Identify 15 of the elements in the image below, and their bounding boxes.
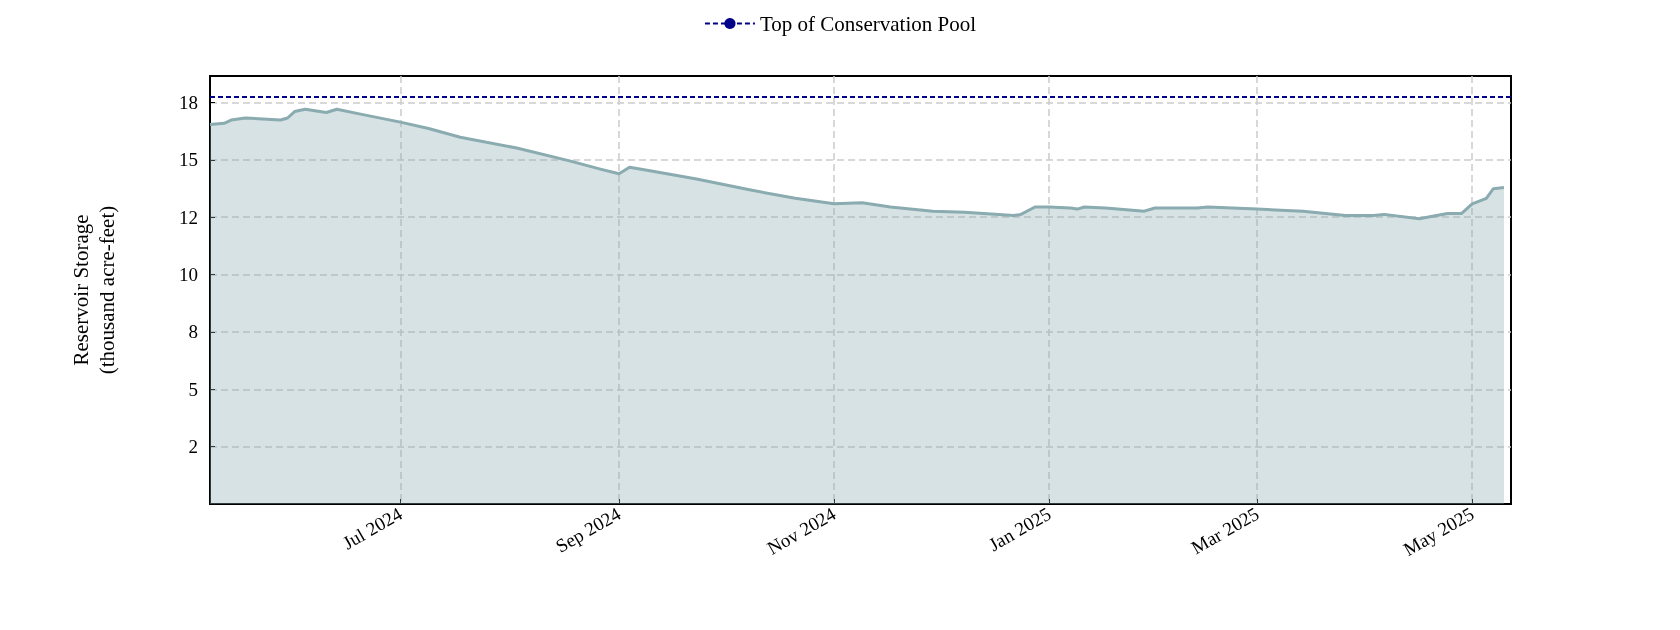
y-tick-label: 8 [188, 321, 198, 343]
legend-label: Top of Conservation Pool [759, 11, 977, 36]
x-tick-label: Jul 2024 [338, 502, 407, 554]
y-tick-label: 5 [188, 378, 198, 400]
y-tick-label: 2 [188, 436, 198, 458]
x-tick-label: Sep 2024 [552, 502, 625, 557]
y-tick-label: 18 [179, 91, 198, 113]
x-tick-label: Jan 2025 [984, 502, 1055, 556]
x-tick-label: Mar 2025 [1187, 502, 1263, 559]
x-tick-label: Nov 2024 [763, 502, 840, 559]
y-tick-label: 15 [179, 149, 198, 171]
y-axis-title: Reservoir Storage (thousand acre-feet) [69, 205, 119, 375]
x-tick-label: May 2025 [1399, 502, 1478, 560]
y-tick-label: 12 [179, 206, 198, 228]
y-tick-label: 10 [179, 264, 198, 286]
